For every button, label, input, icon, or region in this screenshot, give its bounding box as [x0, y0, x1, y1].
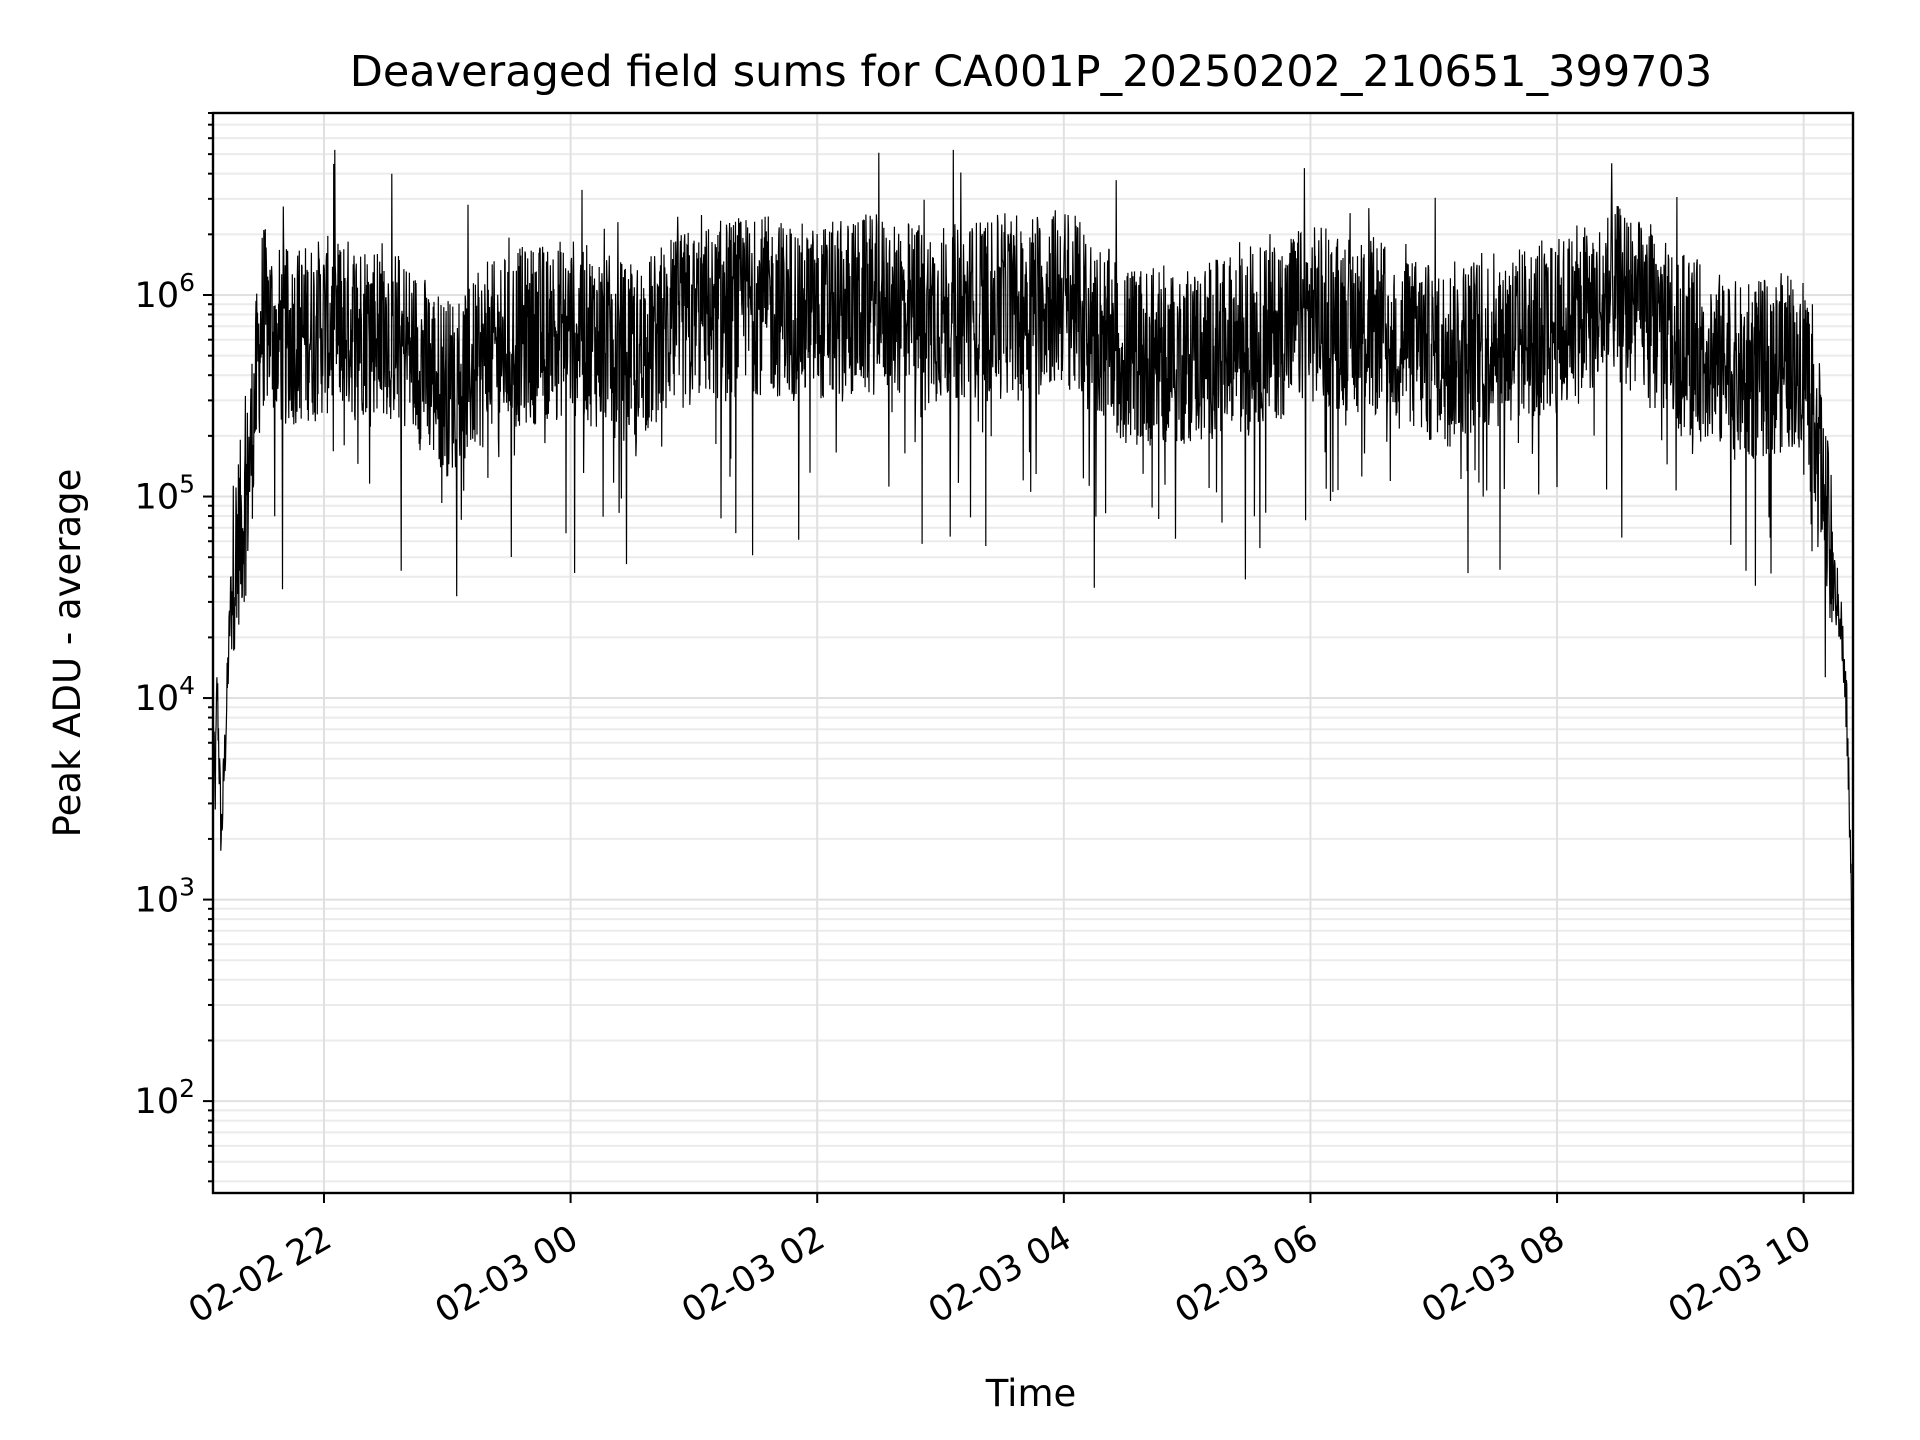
y-axis-label: Peak ADU - average: [46, 469, 89, 838]
x-tick-label: 02-02 22: [182, 1218, 338, 1331]
y-tick-label: 104: [135, 671, 195, 719]
y-tick-label: 102: [135, 1074, 195, 1122]
x-axis-label: Time: [985, 1372, 1077, 1415]
plot-frame: [211, 111, 1855, 1195]
x-tick-label: 02-03 00: [429, 1218, 585, 1331]
x-tick-label: 02-03 08: [1415, 1218, 1571, 1331]
x-tick-labels: 02-02 22 02-03 00 02-03 02 02-03 04 02-03 06…: [182, 1218, 1818, 1331]
y-tick-label: 106: [135, 268, 195, 316]
axis-ticks: [203, 112, 1805, 1203]
y-tick-label: 103: [135, 873, 195, 921]
y-tick-label: 105: [135, 470, 195, 518]
x-tick-label: 02-03 04: [922, 1218, 1078, 1331]
x-tick-label: 02-03 02: [675, 1218, 831, 1331]
series-line: [212, 149, 1854, 1120]
x-tick-label: 02-03 10: [1662, 1218, 1818, 1331]
chart-title: Deaveraged field sums for CA001P_2025020…: [350, 47, 1713, 97]
x-tick-label: 02-03 06: [1169, 1218, 1325, 1331]
y-tick-labels: 102 103 104 105 106: [135, 268, 195, 1122]
